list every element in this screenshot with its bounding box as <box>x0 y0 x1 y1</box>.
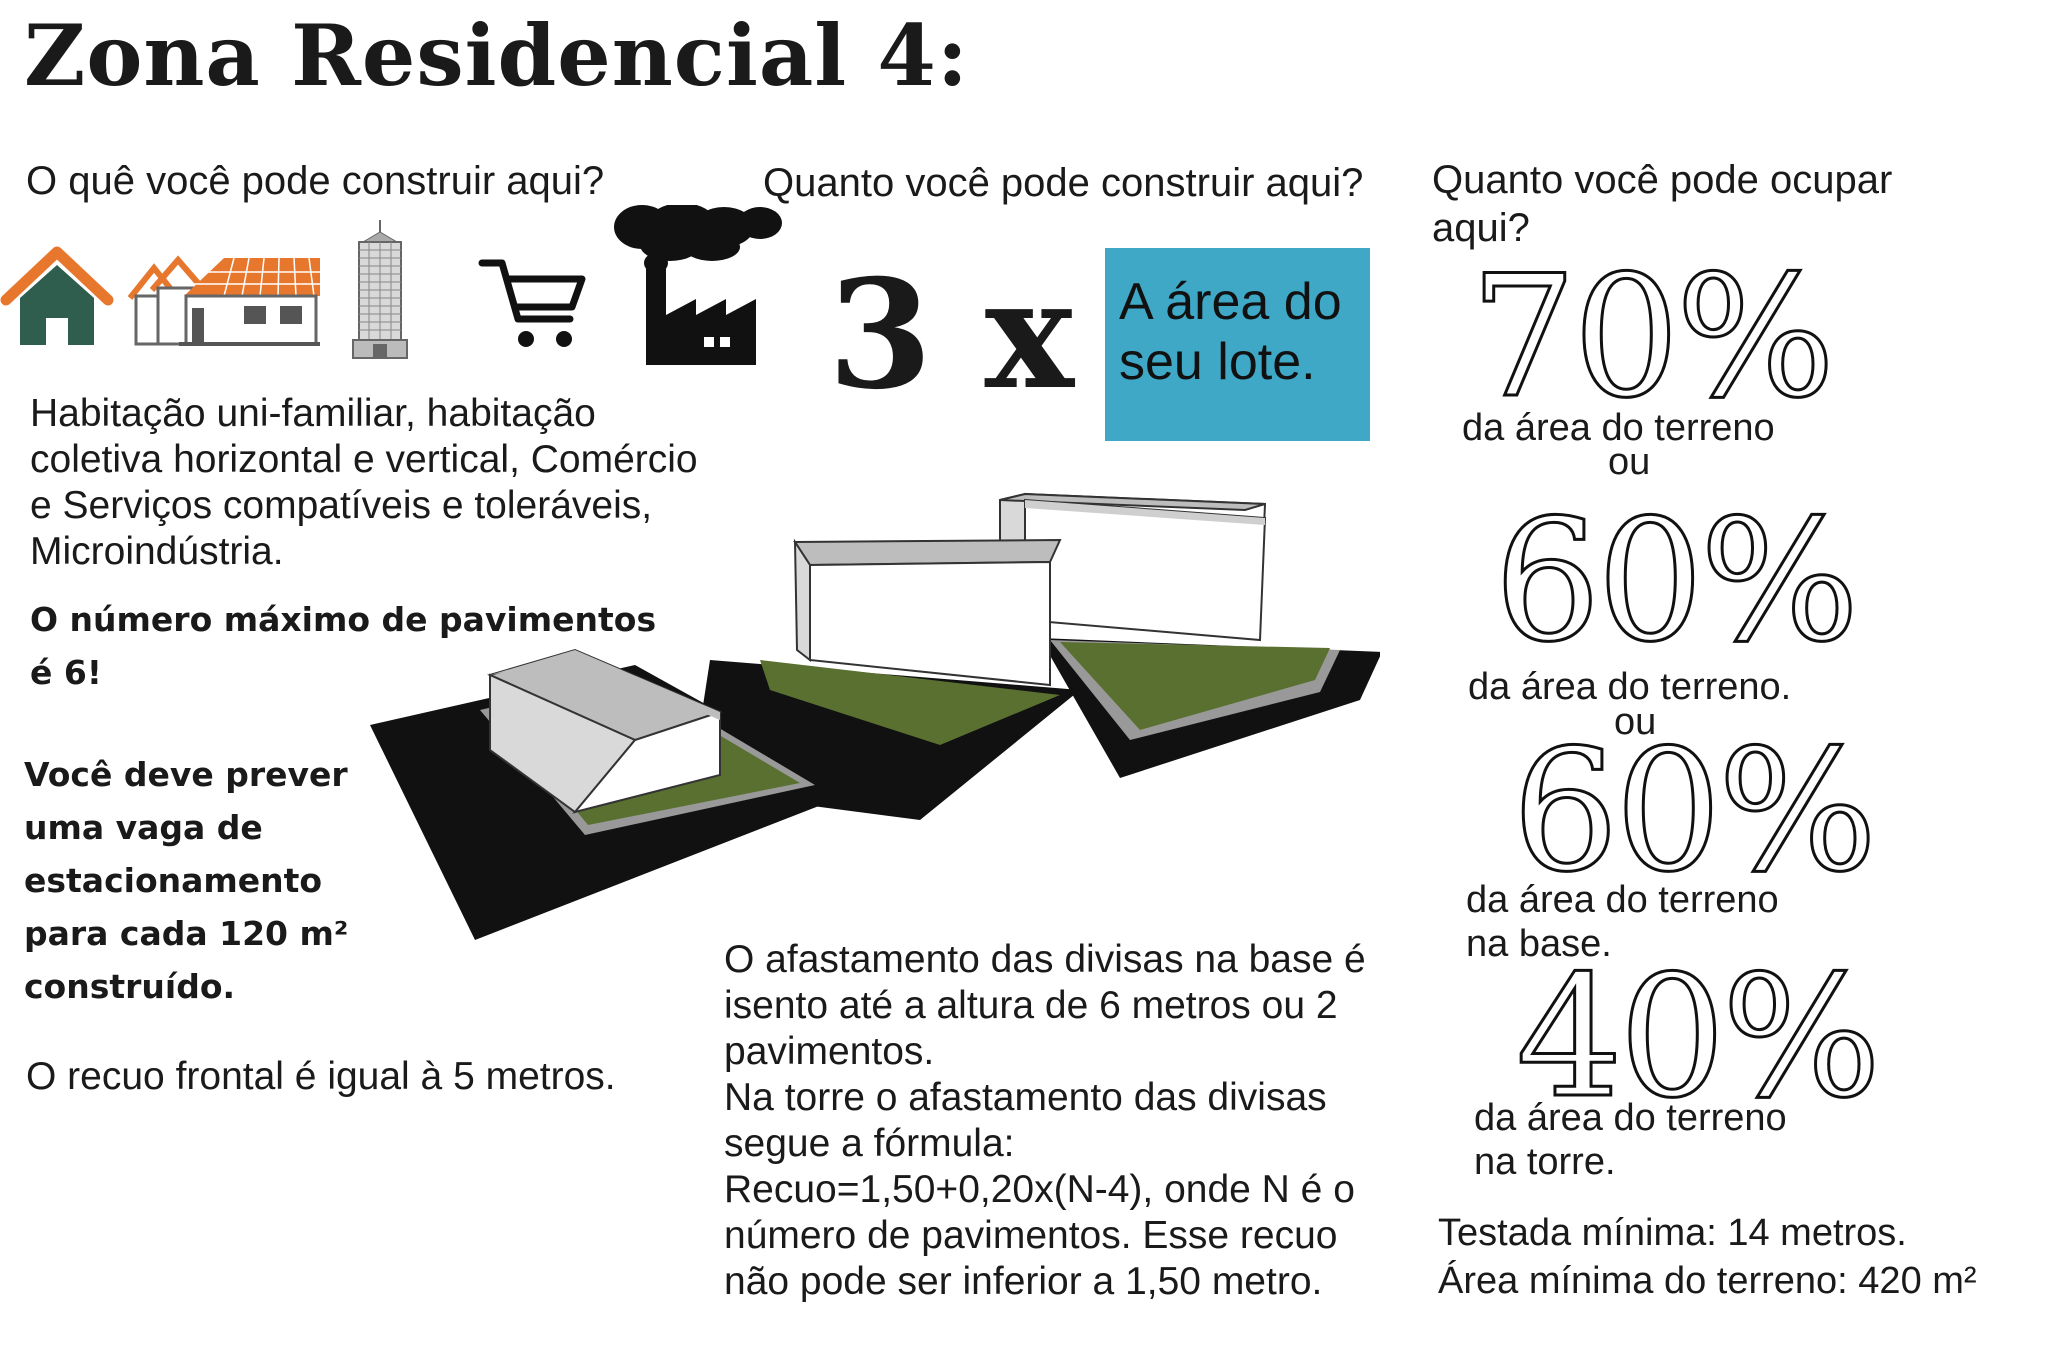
max-floors-text: O número máximo de pavimentos é 6! <box>30 600 657 692</box>
setback-rules-text: O afastamento das divisas na base é isen… <box>724 938 1366 1303</box>
occupancy-percent-1: 70% <box>1468 239 1836 435</box>
occupancy-percent-4: 40% <box>1514 939 1882 1135</box>
occupancy-percent-2: 60% <box>1492 483 1860 679</box>
question-what: O quê você pode construir aqui? <box>26 159 605 203</box>
page-title: Zona Residencial 4: <box>24 6 969 105</box>
shopping-cart-icon <box>478 255 588 355</box>
occupancy-caption-2: da área do terreno. <box>1468 666 1792 708</box>
factory-icon <box>612 203 782 370</box>
min-frontage-text: Testada mínima: 14 metros. <box>1438 1212 1907 1254</box>
parking-text: Você deve prever uma vaga de estacioname… <box>24 755 349 1006</box>
question-occupy: Quanto você pode ocupar aqui? <box>1432 158 1893 250</box>
question-how-much: Quanto você pode construir aqui? <box>763 161 1364 205</box>
or-label-2: ou <box>1614 701 1657 743</box>
buildings-illustration <box>360 490 1382 960</box>
or-label-1: ou <box>1608 441 1651 483</box>
lot-area-box: A área do seu lote. <box>1105 248 1370 441</box>
house-icon <box>0 240 115 350</box>
multiplier-text: 3 x <box>828 247 1075 423</box>
skyscraper-icon <box>345 220 415 360</box>
occupancy-caption-4: da área do terreno na torre. <box>1474 1097 1787 1183</box>
row-houses-icon <box>124 248 320 348</box>
min-area-text: Área mínima do terreno: 420 m² <box>1438 1260 1977 1302</box>
occupancy-caption-3: da área do terreno na base. <box>1466 879 1779 965</box>
allowed-uses-text: Habitação uni-familiar, habitação coleti… <box>30 392 698 573</box>
occupancy-caption-1: da área do terreno <box>1462 407 1775 449</box>
occupancy-percent-3: 60% <box>1510 713 1878 909</box>
front-setback-text: O recuo frontal é igual à 5 metros. <box>26 1055 616 1098</box>
